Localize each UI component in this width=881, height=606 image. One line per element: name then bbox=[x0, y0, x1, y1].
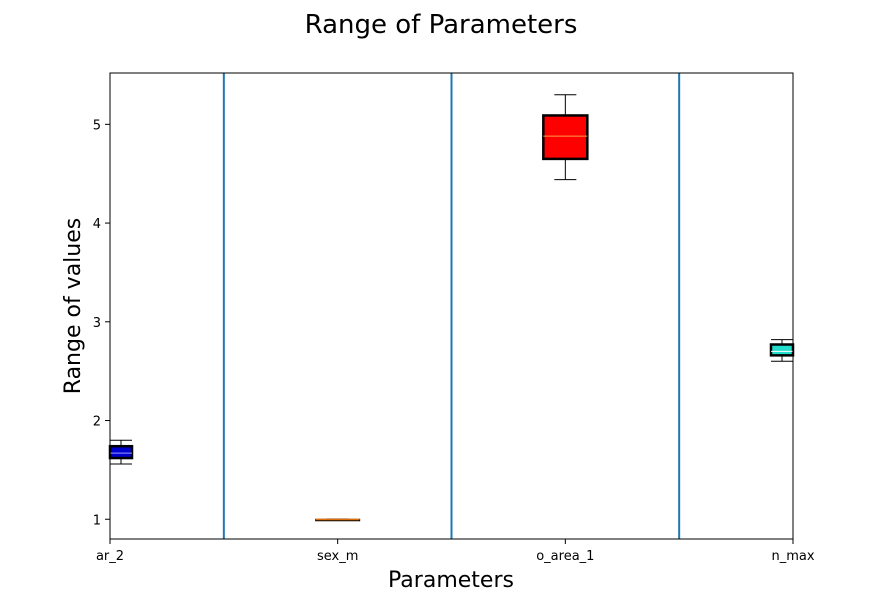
x-tick-label: n_max bbox=[771, 549, 814, 564]
x-tick-label: ar_2 bbox=[96, 549, 124, 564]
box-ar_2 bbox=[108, 444, 134, 460]
y-tick-label: 4 bbox=[93, 217, 101, 232]
axes-frame bbox=[109, 72, 794, 540]
x-tick-label: sex_m bbox=[317, 549, 358, 564]
x-tick-label: o_area_1 bbox=[536, 549, 594, 564]
y-axis-label: Range of values bbox=[61, 218, 86, 394]
box-o_area_1 bbox=[542, 114, 589, 161]
chart-title: Range of Parameters bbox=[305, 10, 578, 40]
y-tick-label: 5 bbox=[93, 118, 101, 133]
y-tick-label: 1 bbox=[93, 513, 101, 528]
plot-area: 1 2 3 4 5 ar_2 sex_m o_area_1 n_max bbox=[93, 72, 815, 564]
x-axis-label: Parameters bbox=[388, 568, 514, 593]
y-tick-label: 2 bbox=[93, 415, 101, 430]
box-n_max bbox=[769, 343, 795, 357]
y-tick-label: 3 bbox=[93, 316, 101, 331]
